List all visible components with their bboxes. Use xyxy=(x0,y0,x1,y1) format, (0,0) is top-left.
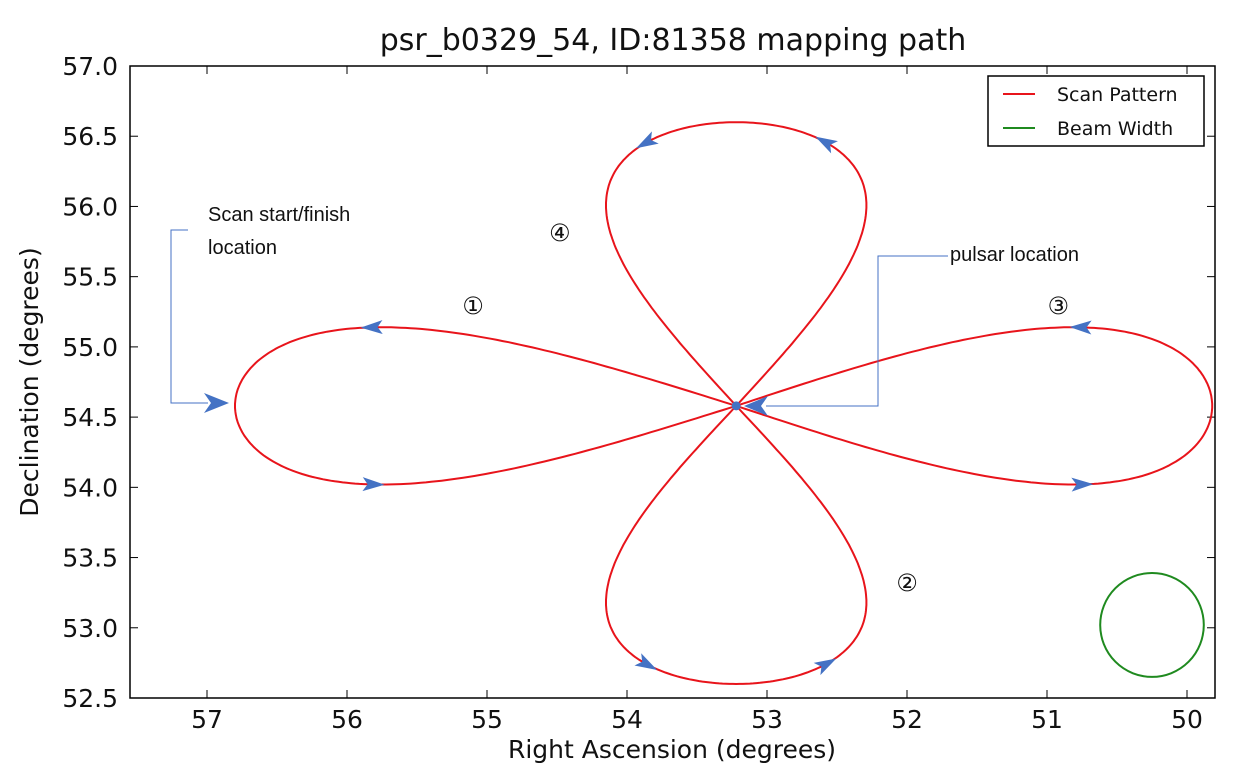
scan-order-marker-2: ② xyxy=(896,569,918,597)
y-tick-label: 57.0 xyxy=(62,52,118,81)
y-tick-label: 54.0 xyxy=(62,473,118,502)
legend-box xyxy=(987,75,1205,147)
chart-title: psr_b0329_54, ID:81358 mapping path xyxy=(380,23,967,58)
y-tick-label: 55.5 xyxy=(62,263,118,292)
y-axis-ticks: 52.5 53.0 53.5 54.0 54.5 55.0 55.5 56.0 56.5 57.0 xyxy=(62,52,1215,713)
callout-arrowhead-scan-start xyxy=(204,393,229,413)
x-axis-ticks: 57 56 55 54 53 52 51 50 xyxy=(191,66,1203,734)
annotation-scan-start-line2: location xyxy=(208,237,277,259)
beam-width-circle xyxy=(1099,572,1205,678)
x-tick-label: 51 xyxy=(1031,705,1063,734)
x-tick-label: 53 xyxy=(751,705,783,734)
direction-arrow-west-top xyxy=(1069,320,1092,335)
scan-path-lobe-south xyxy=(605,404,868,686)
scan-order-markers: ① ② ③ ④ xyxy=(462,219,1069,597)
pulsar-point xyxy=(731,401,741,411)
plot-frame xyxy=(129,65,1216,699)
plot-area: 57 56 55 54 53 52 51 50 52.5 53.0 53.5 54.0 54.5 55.… xyxy=(62,52,1216,734)
legend-label-scan-pattern: Scan Pattern xyxy=(1057,84,1178,106)
direction-arrow-east-bottom xyxy=(362,477,385,492)
x-axis-label: Right Ascension (degrees) xyxy=(508,735,836,764)
callout-line-scan-start xyxy=(170,229,208,404)
direction-arrow-north-right xyxy=(636,131,659,149)
y-tick-label: 55.0 xyxy=(62,333,118,362)
scan-path-lobe-west xyxy=(733,326,1214,486)
direction-arrow-north-left xyxy=(815,136,838,154)
direction-arrows xyxy=(360,131,1094,676)
y-tick-label: 53.5 xyxy=(62,544,118,573)
annotation-pulsar: pulsar location xyxy=(744,244,1079,416)
y-tick-label: 56.0 xyxy=(62,192,118,221)
direction-arrow-south-right xyxy=(634,653,658,670)
scan-path-lobe-east xyxy=(234,326,740,486)
x-tick-label: 56 xyxy=(331,705,363,734)
y-tick-label: 56.5 xyxy=(62,122,118,151)
annotation-scan-start-line1: Scan start/finish xyxy=(208,204,350,226)
direction-arrow-east-top xyxy=(360,320,383,335)
scan-order-marker-4: ④ xyxy=(549,219,571,247)
y-axis-label: Declination (degrees) xyxy=(15,247,44,516)
callout-arrowhead-pulsar xyxy=(744,396,768,416)
x-tick-label: 55 xyxy=(471,705,503,734)
x-tick-label: 57 xyxy=(191,705,223,734)
y-tick-label: 52.5 xyxy=(62,684,118,713)
annotation-scan-start: Scan start/finish location xyxy=(170,204,350,413)
legend-label-beam-width: Beam Width xyxy=(1057,118,1173,140)
beam-width-series xyxy=(1099,572,1205,678)
direction-arrow-west-bottom xyxy=(1071,477,1094,492)
y-tick-label: 54.5 xyxy=(62,403,118,432)
x-tick-label: 52 xyxy=(891,705,923,734)
x-tick-label: 50 xyxy=(1171,705,1203,734)
y-tick-label: 53.0 xyxy=(62,614,118,643)
scan-order-marker-3: ③ xyxy=(1047,292,1069,320)
legend: Scan Pattern Beam Width xyxy=(987,75,1205,147)
x-tick-label: 54 xyxy=(611,705,643,734)
scan-path-lobe-north xyxy=(605,121,868,408)
direction-arrow-south-left xyxy=(813,658,837,676)
scan-pattern-series xyxy=(234,121,1214,686)
scan-order-marker-1: ① xyxy=(462,292,484,320)
annotation-pulsar-label: pulsar location xyxy=(950,244,1079,266)
callout-line-pulsar xyxy=(766,255,948,407)
